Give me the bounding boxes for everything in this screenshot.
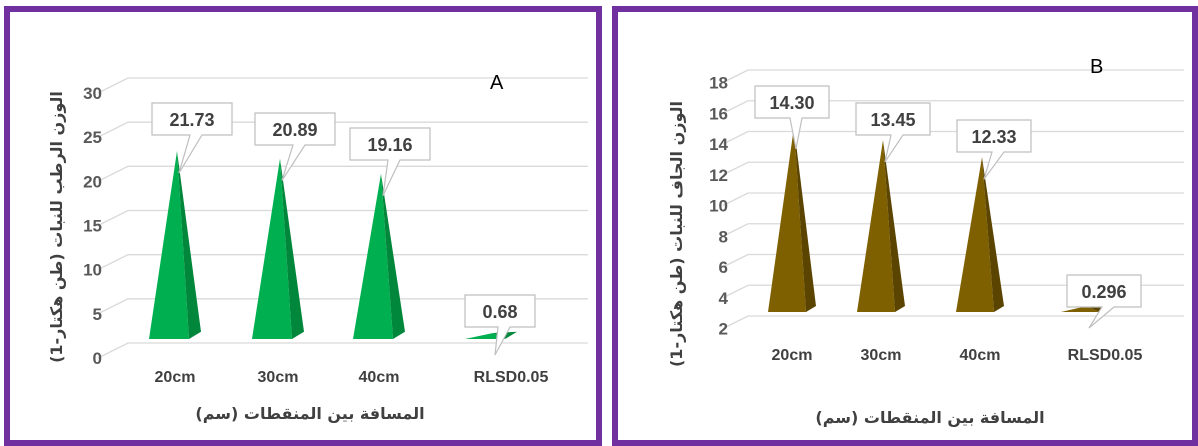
svg-text:13.45: 13.45 (870, 110, 915, 130)
chart-b-y-tick-label: 4 (719, 289, 729, 308)
chart-a-y-tick-label: 10 (83, 261, 102, 280)
chart-b-gridlines (722, 69, 1184, 330)
chart-a-y-tick-label: 20 (83, 172, 102, 191)
chart-a-svg: A الوزن الرطب للنبات (طن هكتار-1) المساف… (47, 72, 588, 423)
chart-b-panel-letter: B (1090, 56, 1103, 78)
chart-b-gridline (722, 161, 1184, 176)
chart-b-bar (857, 139, 905, 312)
chart-b-x-tick-label: 40cm (960, 347, 1001, 364)
chart-b-y-tick-label: 10 (709, 197, 728, 216)
chart-a-data-label: 0.68 (464, 294, 536, 356)
chart-a-bar (149, 151, 201, 339)
chart-a-bar (465, 331, 517, 339)
chart-b-gridline (722, 284, 1184, 299)
chart-b-y-tick-label: 8 (719, 227, 728, 246)
chart-a-y-tick-label: 15 (83, 217, 102, 236)
svg-text:20.89: 20.89 (272, 120, 317, 140)
chart-a-gridline (97, 209, 588, 227)
chart-b-x-axis-title: المسافة بين المنقطات (سم) (815, 408, 1044, 427)
chart-b-bar (956, 157, 1004, 312)
chart-b-data-label: 14.30 (754, 85, 830, 150)
chart-a-x-tick-label: 20cm (155, 369, 196, 386)
chart-b-gridline (722, 192, 1184, 207)
chart-a-x-tick-label: RLSD0.05 (474, 369, 549, 386)
chart-a-y-tick-label: 30 (83, 84, 102, 103)
chart-a-gridlines (97, 77, 588, 359)
chart-b-gridline (722, 130, 1184, 145)
chart-b-y-tick-label: 2 (719, 320, 728, 339)
chart-b-x-tick-label: 30cm (861, 347, 902, 364)
chart-a-x-axis-title: المسافة بين المنقطات (سم) (195, 404, 424, 423)
chart-b-y-tick-label: 12 (709, 166, 728, 185)
chart-b-svg: B الوزن الجاف للنبات (طن هكتار-1) المساف… (667, 56, 1184, 427)
svg-text:0.68: 0.68 (482, 302, 517, 322)
chart-b-gridline (722, 315, 1184, 330)
chart-panel-a: A الوزن الرطب للنبات (طن هكتار-1) المساف… (4, 6, 602, 446)
chart-b-x-tick-label: RLSD0.05 (1068, 347, 1143, 364)
chart-a-gridline (97, 342, 588, 359)
chart-a-y-tick-label: 0 (93, 349, 102, 368)
chart-b-gridline (722, 69, 1184, 84)
chart-a-gridline (97, 298, 588, 315)
chart-b-data-label: 12.33 (956, 119, 1032, 180)
svg-text:19.16: 19.16 (367, 135, 412, 155)
svg-text:14.30: 14.30 (769, 93, 814, 113)
chart-b-x-tick-label: 20cm (772, 347, 813, 364)
chart-a-bar (252, 158, 304, 339)
chart-b-bar (768, 126, 816, 312)
chart-b-y-tick-label: 18 (709, 74, 728, 93)
chart-a-x-tick-label: 30cm (258, 369, 299, 386)
chart-a-gridline (97, 165, 588, 182)
svg-text:12.33: 12.33 (971, 127, 1016, 147)
chart-b-y-tick-label: 6 (719, 258, 728, 277)
chart-b-y-axis-title: الوزن الجاف للنبات (طن هكتار-1) (667, 101, 686, 367)
chart-a-gridline (97, 121, 588, 138)
chart-b-gridline (722, 100, 1184, 114)
chart-a-bar (353, 173, 405, 339)
chart-panel-b: B الوزن الجاف للنبات (طن هكتار-1) المساف… (612, 6, 1198, 446)
chart-b-y-tick-label: 14 (709, 135, 728, 154)
chart-a-data-label: 20.89 (254, 112, 336, 181)
chart-a-data-label: 19.16 (349, 127, 431, 197)
chart-a-gridline (97, 254, 588, 271)
chart-a-panel-letter: A (490, 72, 504, 94)
chart-b-data-label: 0.296 (1066, 274, 1142, 329)
chart-b-gridline (722, 223, 1184, 237)
chart-a-y-tick-label: 5 (93, 305, 102, 324)
svg-text:0.296: 0.296 (1081, 282, 1126, 302)
svg-text:21.73: 21.73 (169, 110, 214, 130)
chart-a-data-label: 21.73 (151, 102, 233, 174)
chart-b-y-tick-label: 16 (709, 104, 728, 123)
chart-a-x-tick-label: 40cm (359, 369, 400, 386)
chart-a-y-tick-label: 25 (83, 128, 102, 147)
chart-b-gridline (722, 253, 1184, 268)
chart-b-data-label: 13.45 (855, 102, 931, 163)
chart-a-gridline (97, 77, 588, 94)
chart-a-y-axis-title: الوزن الرطب للنبات (طن هكتار-1) (47, 91, 66, 363)
